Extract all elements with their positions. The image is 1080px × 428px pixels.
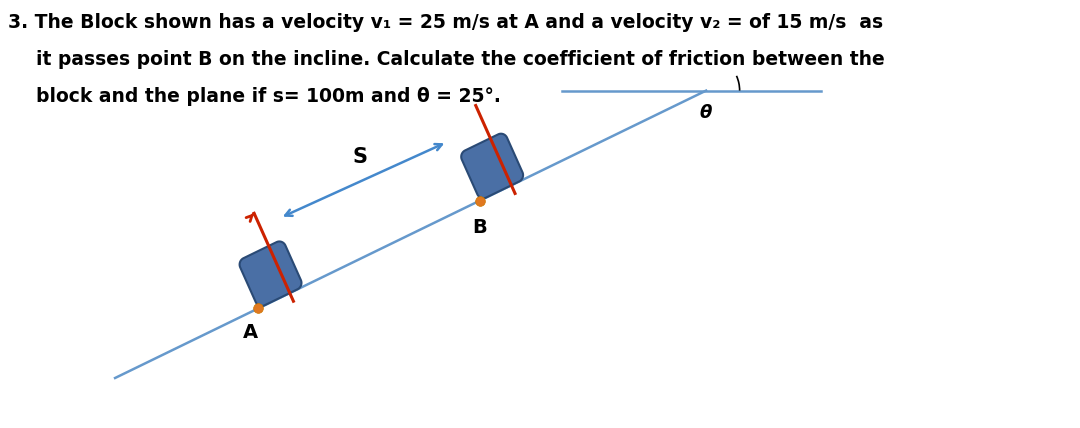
Text: A: A [243,323,258,342]
Text: B: B [473,217,487,237]
Polygon shape [461,134,523,198]
Text: block and the plane if s= 100m and θ = 25°.: block and the plane if s= 100m and θ = 2… [37,87,501,106]
Text: 3. The Block shown has a velocity v₁ = 25 m/s at A and a velocity v₂ = of 15 m/s: 3. The Block shown has a velocity v₁ = 2… [8,13,882,32]
Text: S: S [353,147,367,167]
Polygon shape [240,241,301,306]
Text: θ: θ [700,104,712,122]
Text: it passes point B on the incline. Calculate the coefficient of friction between : it passes point B on the incline. Calcul… [37,50,886,69]
